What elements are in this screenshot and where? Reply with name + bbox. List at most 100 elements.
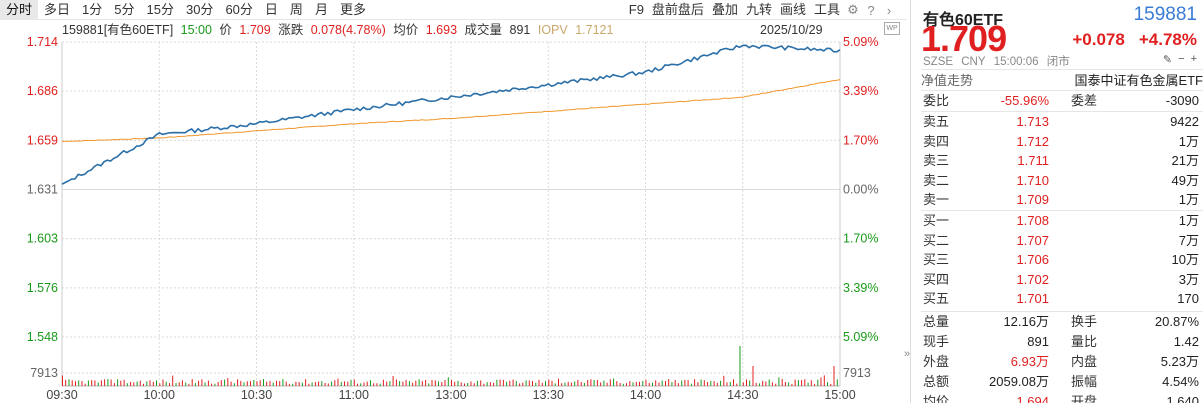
expand-panel-icon[interactable]: » bbox=[904, 348, 911, 360]
volume-bar bbox=[723, 375, 725, 386]
volume-bar bbox=[169, 383, 170, 386]
volume-bar bbox=[700, 379, 702, 386]
buy-order-row[interactable]: 买四 1.702 3万 bbox=[921, 270, 1201, 290]
settings-icon[interactable]: ⚙ bbox=[847, 2, 859, 17]
nav-trend-label[interactable]: 净值走势 bbox=[921, 73, 974, 88]
volume-bar bbox=[674, 380, 676, 386]
volume-bar bbox=[577, 379, 579, 386]
buy-order-row[interactable]: 买三 1.706 10万 bbox=[921, 250, 1201, 270]
volume-bar bbox=[642, 381, 644, 386]
volume-bar bbox=[684, 380, 686, 386]
sell-order-row[interactable]: 卖四 1.712 1万 bbox=[921, 132, 1201, 152]
volume-bar bbox=[382, 379, 384, 386]
volume-bar bbox=[434, 380, 436, 386]
stat-row: 总额 2059.08万 振幅 4.54% bbox=[921, 372, 1201, 392]
stat-value: 1.640 bbox=[1166, 394, 1199, 403]
tab-intraday[interactable]: 分时 bbox=[0, 0, 39, 20]
tool-button-3[interactable]: 九转 bbox=[745, 2, 772, 17]
volume-bar bbox=[609, 379, 611, 386]
fund-code[interactable]: 159881 bbox=[1133, 4, 1197, 25]
tool-button-5[interactable]: 工具 bbox=[813, 2, 840, 17]
volume-bar bbox=[207, 380, 209, 386]
buy-order-row[interactable]: 买五 1.701 170 bbox=[921, 289, 1201, 309]
vol-tick-label-right: 7913 bbox=[843, 366, 871, 380]
stat-label: 外盘 bbox=[923, 354, 950, 369]
volume-bar bbox=[353, 379, 355, 386]
volume-bar bbox=[392, 376, 394, 386]
volume-bar bbox=[100, 380, 102, 386]
buy-order-row[interactable]: 买二 1.707 7万 bbox=[921, 231, 1201, 251]
tab-period-10[interactable]: 更多 bbox=[339, 1, 366, 17]
intraday-chart[interactable]: 1.714 5.09% 1.686 3.39% 1.659 1.70% 1.631 0.00%… bbox=[0, 0, 906, 403]
tab-period-7[interactable]: 日 bbox=[264, 1, 278, 17]
stat-row: 外盘 6.93万 内盘 5.23万 bbox=[921, 352, 1201, 372]
order-level-label: 卖四 bbox=[923, 133, 950, 149]
stat-label: 均价 bbox=[923, 394, 950, 403]
volume-bar bbox=[541, 382, 543, 386]
tab-period-1[interactable]: 多日 bbox=[44, 1, 71, 17]
order-volume: 9422 bbox=[1170, 114, 1199, 129]
volume-bar bbox=[194, 383, 196, 386]
volume-bar bbox=[373, 383, 375, 386]
volume-bar bbox=[681, 380, 683, 386]
volume-bar bbox=[762, 380, 764, 386]
tab-period-8[interactable]: 周 bbox=[289, 1, 303, 17]
help-icon[interactable]: ? bbox=[867, 2, 875, 18]
tab-period-6[interactable]: 60分 bbox=[225, 1, 253, 17]
volume-bar bbox=[522, 382, 524, 386]
volume-bar bbox=[97, 382, 99, 386]
volume-bar bbox=[214, 383, 216, 386]
volume-bar bbox=[360, 383, 362, 386]
order-price: 1.707 bbox=[1016, 232, 1049, 248]
tool-button-1[interactable]: 盘前盘后 bbox=[651, 2, 704, 17]
code-name: 159881[有色60ETF] bbox=[62, 23, 174, 37]
sell-order-row[interactable]: 卖五 1.713 9422 bbox=[921, 112, 1201, 132]
chevron-right-icon[interactable]: › bbox=[886, 2, 892, 18]
fund-title: 有色60ETF bbox=[923, 12, 1004, 29]
sell-order-row[interactable]: 卖三 1.711 21万 bbox=[921, 151, 1201, 171]
volume-bar bbox=[703, 380, 705, 386]
tab-period-3[interactable]: 5分 bbox=[114, 1, 135, 17]
stat-value: 12.16万 bbox=[1003, 314, 1049, 329]
exchange: SZSE bbox=[923, 56, 954, 68]
volume-bar bbox=[243, 382, 245, 386]
tool-button-2[interactable]: 叠加 bbox=[711, 2, 738, 17]
volume-bar bbox=[470, 381, 472, 386]
volume-bar bbox=[120, 380, 122, 386]
volume-bar bbox=[143, 383, 144, 386]
market-meta: SZSE CNY 15:00:06 闭市 bbox=[923, 53, 1075, 69]
sell-order-row[interactable]: 卖二 1.710 49万 bbox=[921, 171, 1201, 191]
pct-tick-label: 0.00% bbox=[843, 183, 878, 197]
wp-icon[interactable]: WP bbox=[884, 22, 900, 35]
tab-period-9[interactable]: 月 bbox=[314, 1, 328, 17]
volume-bar bbox=[658, 382, 660, 386]
y-tick-label: 1.659 bbox=[27, 133, 58, 147]
buy-order-row[interactable]: 买一 1.708 1万 bbox=[921, 211, 1201, 231]
stat-label: 现手 bbox=[923, 334, 950, 349]
stat-value: 1.42 bbox=[1173, 334, 1199, 349]
volume-bar bbox=[778, 377, 780, 386]
tab-period-5[interactable]: 30分 bbox=[185, 1, 214, 17]
volume-bar bbox=[123, 379, 125, 386]
volume-bar bbox=[133, 382, 135, 386]
minus-icon[interactable]: − bbox=[1178, 53, 1185, 65]
volume-bar bbox=[198, 380, 200, 386]
tool-button-4[interactable]: 画线 bbox=[779, 2, 806, 17]
volume-bar bbox=[583, 382, 585, 386]
tab-period-2[interactable]: 1分 bbox=[82, 1, 103, 17]
volume-bar bbox=[415, 380, 417, 386]
currency: CNY bbox=[961, 56, 986, 68]
order-price: 1.713 bbox=[1016, 114, 1049, 129]
volume-bar bbox=[318, 381, 320, 386]
volume-bar bbox=[357, 383, 358, 386]
tab-period-4[interactable]: 15分 bbox=[146, 1, 174, 17]
sell-order-row[interactable]: 卖一 1.709 1万 bbox=[921, 190, 1201, 210]
tool-button-0[interactable]: F9 bbox=[628, 2, 644, 17]
plus-icon[interactable]: + bbox=[1190, 53, 1197, 65]
volume-bar bbox=[580, 382, 582, 386]
edit-icon[interactable]: ✎ bbox=[1162, 54, 1173, 66]
nav-row[interactable]: 净值走势 国泰中证有色金属ETF bbox=[921, 70, 1203, 90]
volume-bar bbox=[561, 383, 563, 386]
y-tick-label: 1.576 bbox=[27, 281, 58, 295]
volume-bar bbox=[694, 379, 696, 386]
